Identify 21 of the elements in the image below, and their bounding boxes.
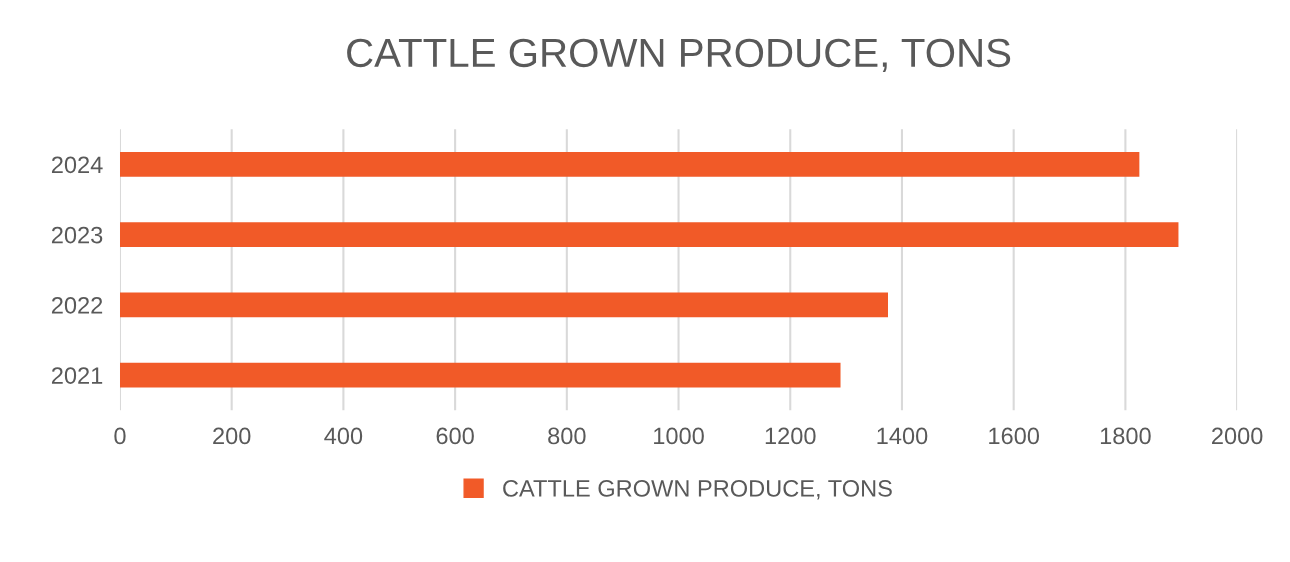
x-tick-label: 400 [324,427,363,445]
y-tick-label: 2022 [51,296,103,314]
legend-label: CATTLE GROWN PRODUCE, TONS [503,480,892,500]
y-tick-label: 2021 [51,367,103,384]
y-tick-label: 2024 [51,156,103,174]
x-tick-label: 1000 [654,427,704,445]
bar [119,222,1179,247]
x-tick-label: 1800 [1100,427,1151,445]
y-tick-label: 2023 [51,226,103,244]
x-tick-label: 1400 [877,427,928,445]
chart-title: CATTLE GROWN PRODUCE, TONS [347,38,1011,72]
bar [119,152,1140,177]
x-tick-label: 2000 [1212,427,1263,445]
bar [119,292,888,318]
x-tick-label: 800 [548,427,586,445]
x-tick-label: 1600 [989,427,1040,445]
bar [119,362,841,388]
x-tick-label: 200 [213,427,251,445]
x-tick-label: 1200 [765,427,816,445]
x-tick-label: 0 [114,427,126,445]
x-tick-label: 600 [436,427,474,445]
